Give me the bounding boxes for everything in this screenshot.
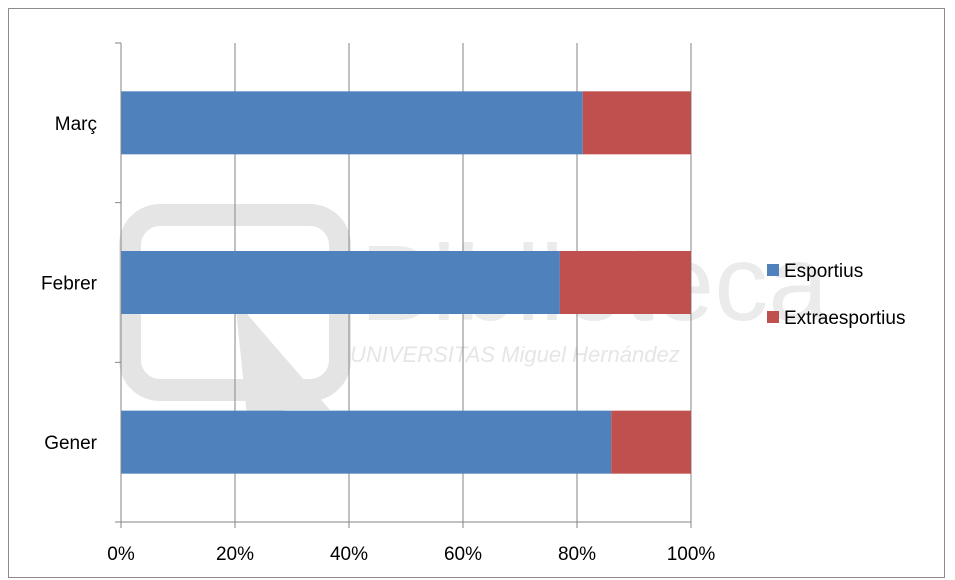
legend-swatch <box>767 311 779 323</box>
x-tick-label: 0% <box>107 544 135 565</box>
x-tick-label: 80% <box>558 544 596 565</box>
bar-extraesportius-febrer <box>559 251 691 314</box>
x-tick-label: 60% <box>444 544 482 565</box>
legend-swatch <box>767 264 779 276</box>
bars <box>121 91 691 474</box>
x-tick-label: 100% <box>667 544 716 565</box>
bar-extraesportius-març <box>582 91 691 155</box>
legend-label: Esportius <box>784 261 863 282</box>
legend-label: Extraesportius <box>784 308 905 329</box>
bar-esportius-febrer <box>121 251 560 314</box>
y-tick-label: Gener <box>44 433 97 454</box>
y-tick-label: Març <box>55 114 97 135</box>
x-tick-label: 20% <box>216 544 254 565</box>
bar-extraesportius-gener <box>611 410 691 474</box>
legend: Esportius Extraesportius <box>767 261 905 329</box>
x-tick-label: 40% <box>330 544 368 565</box>
axes <box>115 42 692 528</box>
bar-esportius-gener <box>121 410 612 474</box>
tick-labels: 0% 20% 40% 60% 80% 100% Gener Febrer Març <box>41 114 715 565</box>
y-tick-label: Febrer <box>41 274 98 295</box>
bar-esportius-març <box>121 91 583 155</box>
